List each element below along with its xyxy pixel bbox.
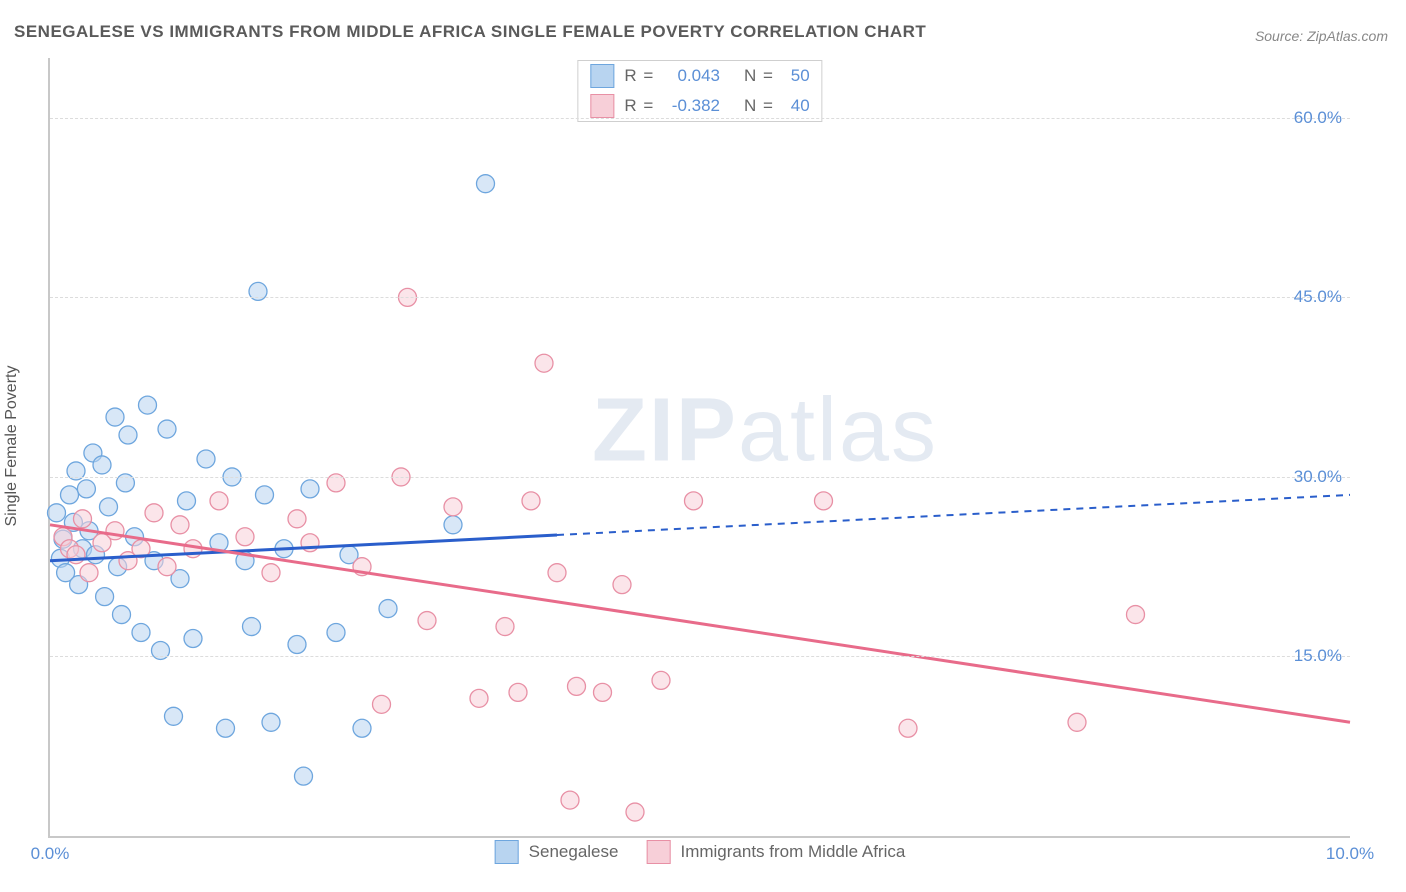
data-point [132,624,150,642]
data-point [295,767,313,785]
data-point [256,486,274,504]
data-point [509,683,527,701]
data-point [444,498,462,516]
plot-area: ZIPatlas R = 0.043 N = 50 R = -0.382 N =… [48,58,1350,838]
data-point [568,677,586,695]
data-point [158,558,176,576]
data-point [119,426,137,444]
data-point [178,492,196,510]
data-point [217,719,235,737]
data-point [262,713,280,731]
source-attribution: Source: ZipAtlas.com [1255,28,1388,44]
data-point [327,624,345,642]
data-point [477,175,495,193]
data-point [77,480,95,498]
data-point [197,450,215,468]
data-point [353,719,371,737]
data-point [899,719,917,737]
data-point [594,683,612,701]
data-point [548,564,566,582]
chart-title: SENEGALESE VS IMMIGRANTS FROM MIDDLE AFR… [14,22,926,42]
swatch-mid-africa-icon [646,840,670,864]
y-tick-label: 60.0% [1294,108,1342,128]
data-point [496,618,514,636]
data-point [301,480,319,498]
data-point [165,707,183,725]
data-point [210,492,228,510]
y-tick-label: 15.0% [1294,646,1342,666]
data-point [61,486,79,504]
data-point [685,492,703,510]
data-point [93,456,111,474]
data-point [100,498,118,516]
data-point [373,695,391,713]
data-point [1068,713,1086,731]
legend-label-senegalese: Senegalese [529,842,619,862]
y-tick-label: 30.0% [1294,467,1342,487]
legend-label-mid-africa: Immigrants from Middle Africa [680,842,905,862]
data-point [106,408,124,426]
grid-line [50,477,1350,478]
data-point [113,606,131,624]
y-tick-label: 45.0% [1294,287,1342,307]
data-point [561,791,579,809]
data-point [288,510,306,528]
data-point [80,564,98,582]
data-point [815,492,833,510]
data-point [171,516,189,534]
grid-line [50,656,1350,657]
scatter-svg [50,58,1350,836]
legend-item-mid-africa: Immigrants from Middle Africa [646,840,905,864]
trend-line-dashed [557,495,1350,535]
data-point [652,671,670,689]
legend-item-senegalese: Senegalese [495,840,619,864]
data-point [236,528,254,546]
data-point [522,492,540,510]
data-point [139,396,157,414]
grid-line [50,118,1350,119]
data-point [288,635,306,653]
data-point [262,564,280,582]
series-legend: Senegalese Immigrants from Middle Africa [495,840,906,864]
data-point [535,354,553,372]
data-point [74,510,92,528]
data-point [1127,606,1145,624]
data-point [379,600,397,618]
data-point [626,803,644,821]
data-point [613,576,631,594]
data-point [243,618,261,636]
data-point [418,612,436,630]
data-point [470,689,488,707]
x-tick-label: 10.0% [1326,844,1374,864]
data-point [145,504,163,522]
data-point [48,504,66,522]
y-axis-label: Single Female Poverty [3,366,21,527]
data-point [444,516,462,534]
swatch-senegalese-icon [495,840,519,864]
data-point [184,630,202,648]
data-point [158,420,176,438]
grid-line [50,297,1350,298]
x-tick-label: 0.0% [31,844,70,864]
data-point [96,588,114,606]
